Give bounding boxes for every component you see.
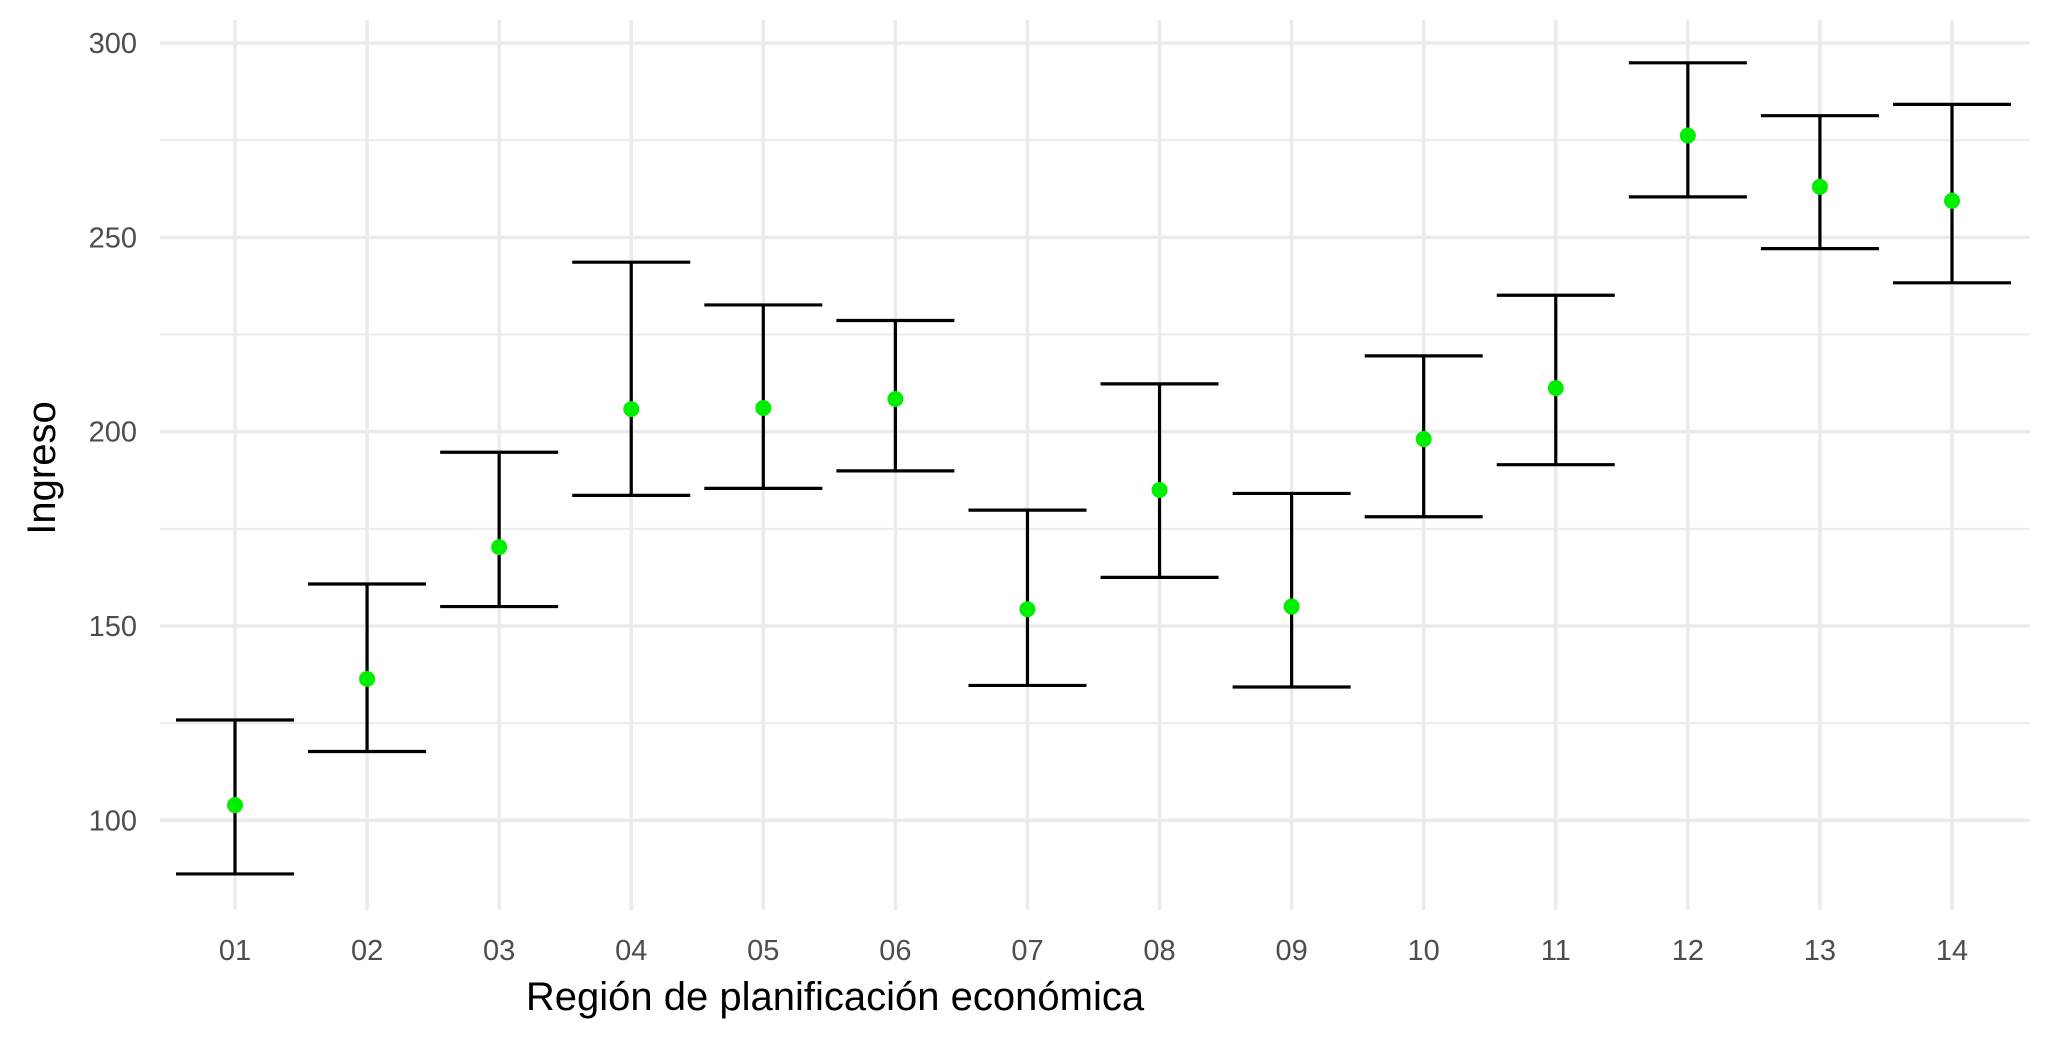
errorbar — [1100, 382, 1219, 579]
x-tick-label: 04 — [615, 935, 647, 967]
data-point — [1547, 380, 1564, 397]
x-tick-label: 06 — [879, 935, 911, 967]
data-point — [1283, 598, 1300, 615]
x-tick-label: 01 — [219, 935, 251, 967]
data-point — [359, 670, 376, 687]
y-axis-title: Ingreso — [20, 401, 64, 534]
grid-layer — [160, 20, 2030, 910]
data-point — [623, 401, 640, 418]
errorbar — [1232, 491, 1351, 689]
x-tick-label: 10 — [1408, 935, 1440, 967]
y-tick-label: 300 — [89, 28, 137, 60]
x-tick-label: 13 — [1804, 935, 1836, 967]
x-tick-label: 09 — [1275, 935, 1307, 967]
x-tick-labels: 01 02 03 04 05 06 07 08 09 10 11 12 13 14 — [219, 935, 1968, 967]
x-tick-label: 08 — [1143, 935, 1175, 967]
data-point — [1019, 601, 1036, 618]
data-point — [1679, 127, 1696, 144]
errorbar-layer — [176, 61, 2011, 876]
data-point — [491, 539, 508, 556]
errorbar — [176, 718, 294, 876]
data-point — [1811, 178, 1828, 195]
y-tick-label: 200 — [89, 417, 137, 449]
x-axis-title: Región de planificación económica — [526, 975, 1145, 1019]
errorbar — [440, 450, 559, 609]
data-point — [755, 399, 772, 416]
x-tick-label: 03 — [483, 935, 515, 967]
y-tick-labels: 100 150 200 250 300 — [89, 28, 137, 837]
errorbar — [572, 260, 691, 497]
y-tick-label: 250 — [89, 222, 137, 254]
errorbar — [1496, 293, 1615, 467]
errorbar — [968, 508, 1087, 688]
x-tick-label: 12 — [1672, 935, 1704, 967]
x-tick-label: 05 — [747, 935, 779, 967]
errorbar — [704, 303, 823, 490]
errorbar — [308, 582, 427, 754]
data-point — [887, 391, 904, 408]
y-tick-label: 150 — [89, 611, 137, 643]
y-tick-label: 100 — [89, 805, 137, 837]
x-tick-label: 02 — [351, 935, 383, 967]
data-point — [1415, 431, 1432, 448]
x-tick-label: 07 — [1011, 935, 1043, 967]
x-tick-label: 11 — [1541, 935, 1571, 967]
point-layer — [227, 127, 1960, 814]
x-tick-label: 14 — [1936, 935, 1968, 967]
data-point — [1944, 192, 1960, 209]
data-point — [1151, 481, 1168, 498]
data-point — [227, 797, 243, 814]
